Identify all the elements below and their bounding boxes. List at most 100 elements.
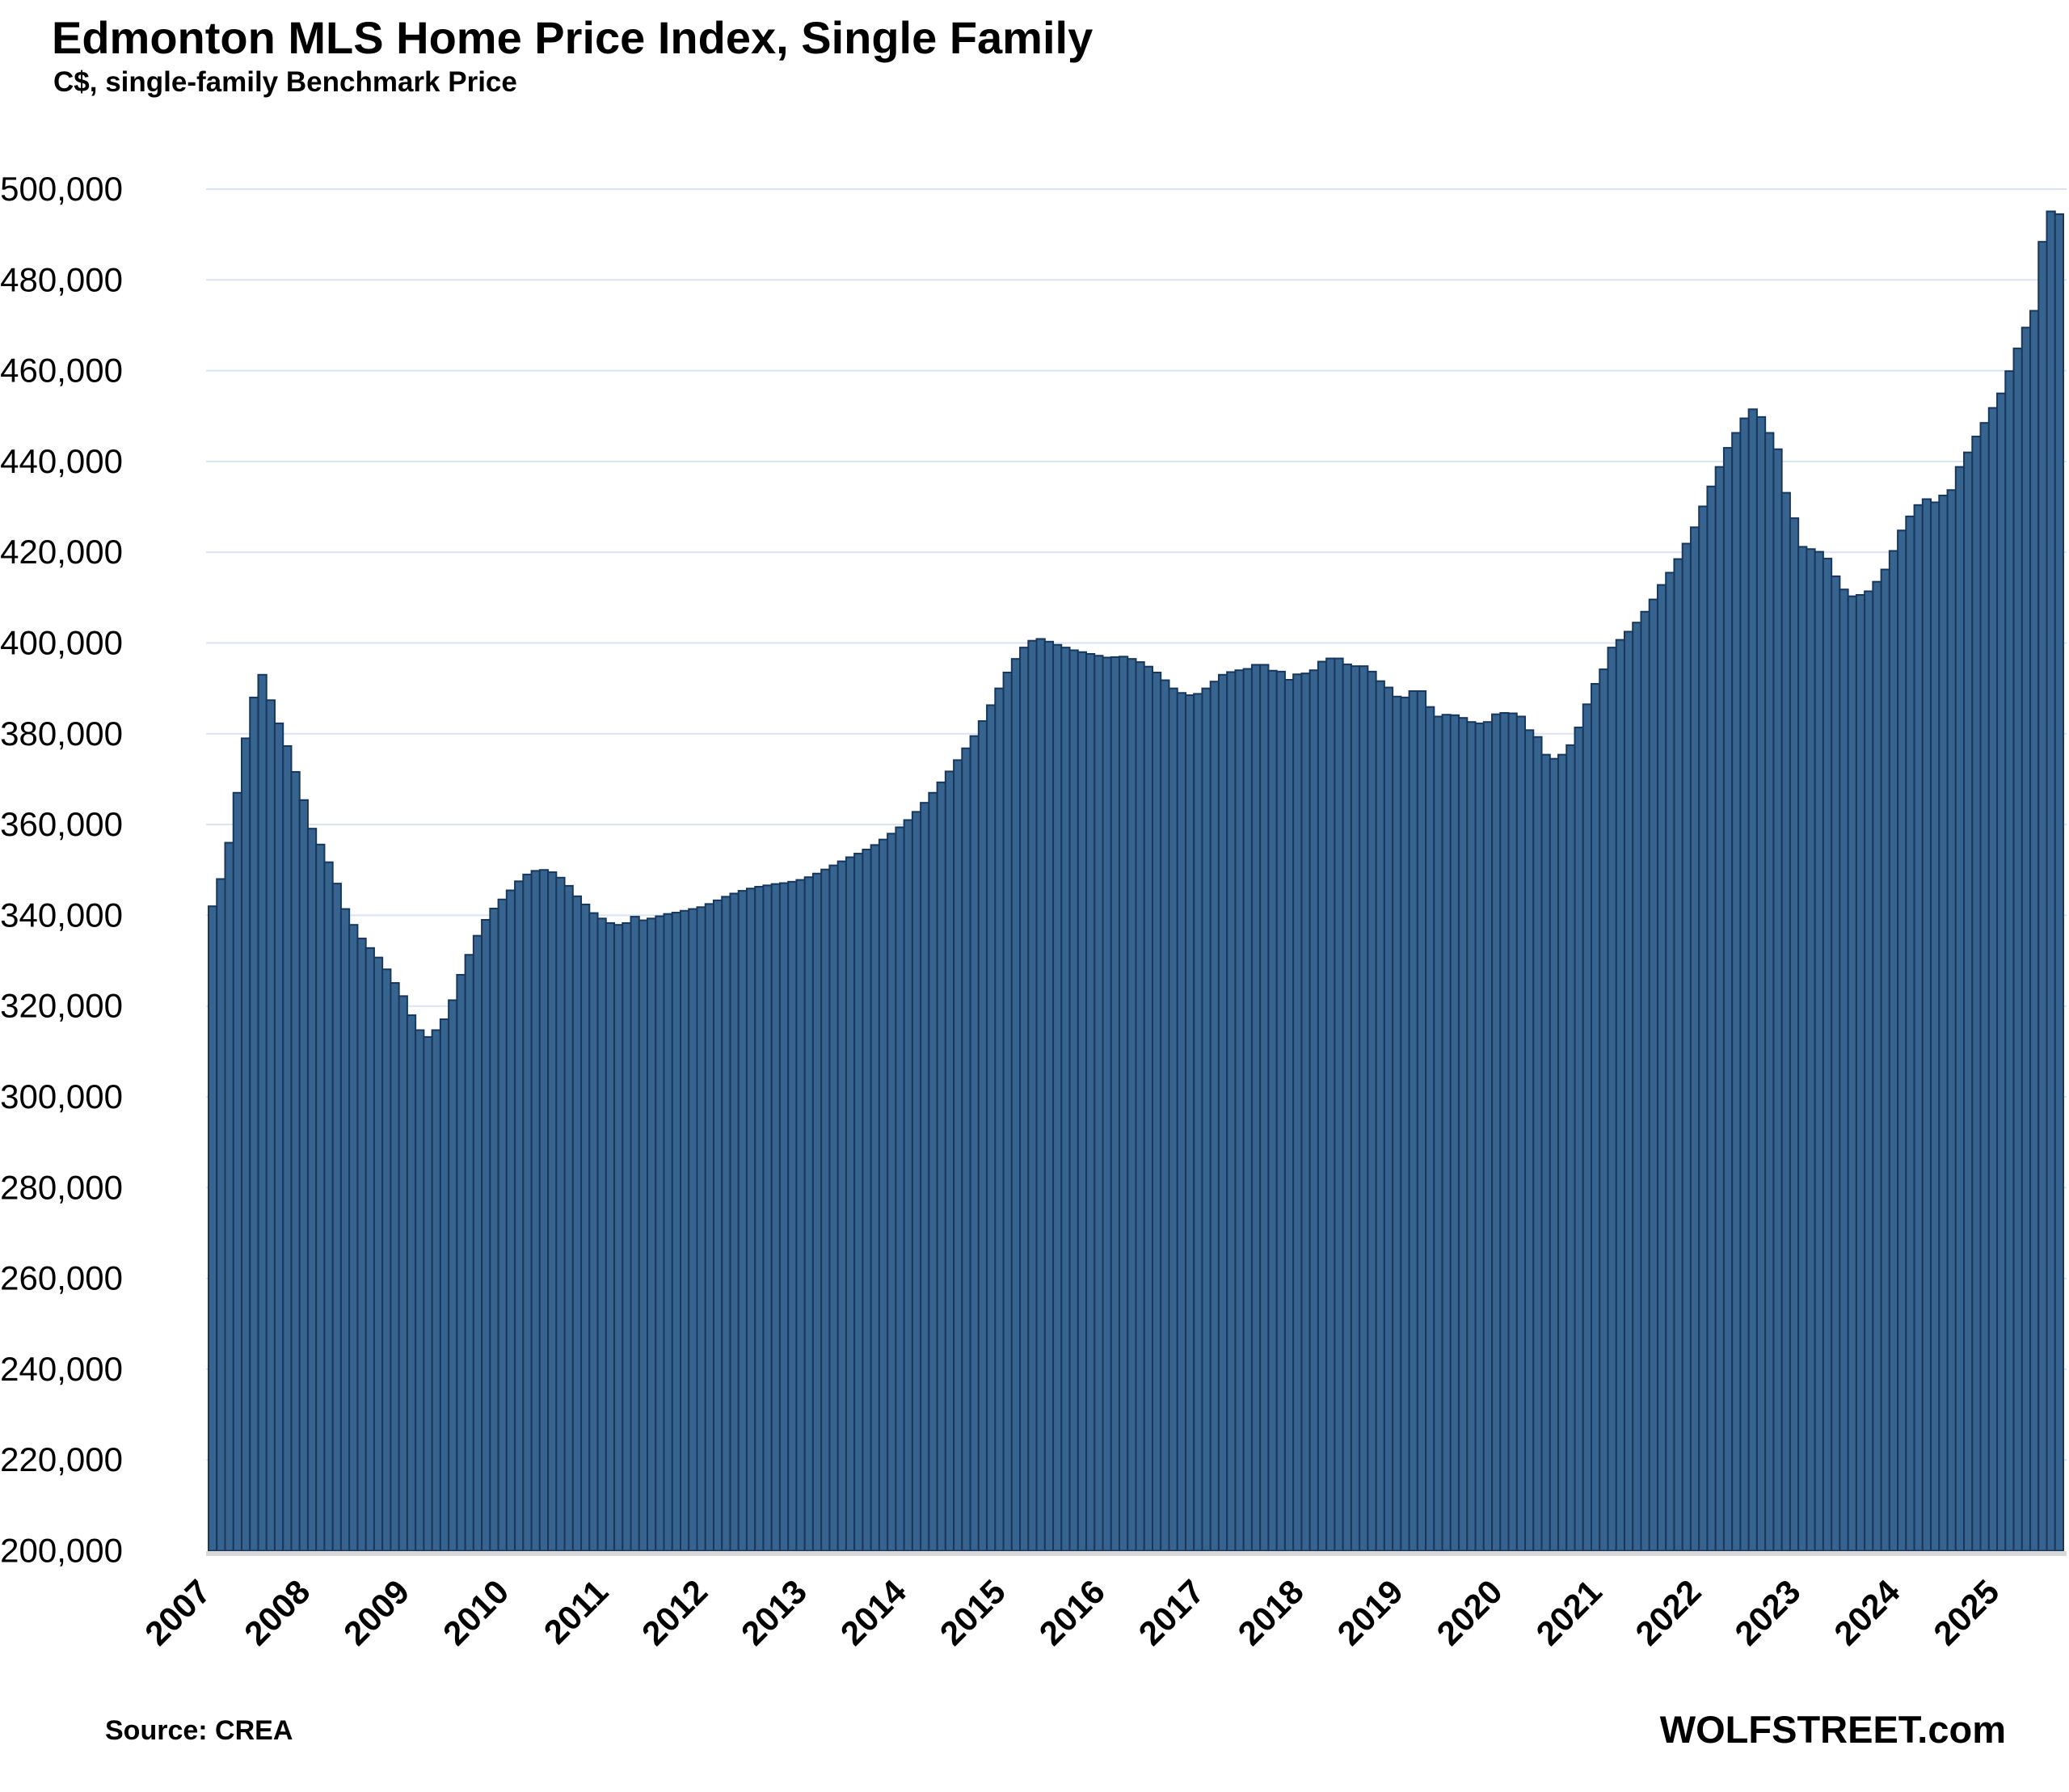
bar-2021-10: [1673, 558, 1683, 1552]
bar-2008-03: [323, 861, 334, 1552]
y-tick-label: 340,000: [0, 896, 123, 934]
bar-2022-11: [1780, 491, 1791, 1552]
bar-2016-10: [1176, 692, 1186, 1552]
bar-2020-07: [1549, 757, 1560, 1552]
x-tick-label: 2018: [1231, 1572, 1311, 1652]
bar-2017-03: [1217, 673, 1228, 1552]
bar-2023-07: [1847, 595, 1857, 1552]
chart-subtitle: C$, single-family Benchmark Price: [53, 66, 517, 98]
bar-2017-01: [1201, 687, 1211, 1552]
bar-2020-12: [1591, 683, 1601, 1552]
bar-2010-08: [563, 884, 574, 1552]
bar-2021-08: [1656, 584, 1667, 1552]
bar-2012-03: [721, 896, 731, 1552]
bar-2017-10: [1275, 670, 1286, 1552]
bar-2011-05: [638, 919, 649, 1552]
bar-2011-03: [622, 921, 632, 1552]
bar-2012-12: [795, 879, 806, 1552]
bar-2020-11: [1582, 703, 1593, 1552]
bar-2007-11: [290, 770, 301, 1552]
bar-2010-05: [538, 869, 550, 1552]
bar-2014-09: [969, 735, 980, 1552]
y-tick-label: 300,000: [0, 1077, 123, 1115]
bar-2009-06: [448, 999, 458, 1552]
bar-2013-12: [895, 826, 905, 1552]
bar-2024-05: [1930, 501, 1940, 1552]
bar-2012-02: [712, 899, 723, 1552]
bar-2020-04: [1524, 729, 1535, 1552]
bar-2010-11: [588, 912, 599, 1552]
x-tick-label: 2009: [336, 1572, 416, 1652]
bar-2009-04: [431, 1029, 441, 1552]
bar-2024-09: [1963, 451, 1974, 1552]
y-tick-label: 360,000: [0, 805, 123, 843]
bar-2012-07: [754, 886, 765, 1552]
bar-2018-04: [1325, 657, 1336, 1552]
bar-2014-10: [977, 720, 988, 1552]
bar-2022-12: [1789, 517, 1800, 1552]
bar-2008-02: [315, 843, 326, 1552]
bar-2011-09: [671, 912, 681, 1552]
bar-2008-10: [381, 968, 392, 1552]
bar-2019-03: [1416, 690, 1427, 1552]
bar-2010-07: [555, 876, 566, 1552]
bar-2018-01: [1300, 673, 1311, 1552]
bar-2018-06: [1342, 663, 1352, 1552]
bar-2023-05: [1831, 575, 1841, 1552]
bar-2015-05: [1035, 638, 1046, 1552]
bar-2019-06: [1441, 714, 1452, 1552]
bar-2010-12: [596, 917, 607, 1552]
bar-2025-04: [2021, 327, 2032, 1552]
bar-2018-05: [1334, 657, 1344, 1552]
bar-2023-08: [1855, 593, 1866, 1552]
bar-2017-09: [1267, 669, 1278, 1552]
y-tick-label: 440,000: [0, 442, 123, 480]
bar-2012-05: [737, 890, 748, 1552]
bar-2023-11: [1880, 568, 1890, 1552]
bar-2019-08: [1458, 717, 1469, 1552]
bar-2013-10: [878, 838, 889, 1552]
bar-2009-01: [406, 1014, 417, 1552]
bar-2015-06: [1043, 640, 1055, 1552]
bar-2022-03: [1714, 466, 1725, 1552]
bar-2010-02: [514, 880, 525, 1552]
bar-2016-09: [1168, 687, 1178, 1552]
bar-2020-09: [1565, 744, 1576, 1552]
bar-2009-08: [464, 954, 474, 1552]
bar-2020-02: [1507, 712, 1518, 1552]
bar-2007-01: [208, 905, 218, 1552]
bar-2019-04: [1425, 706, 1435, 1552]
x-tick-label: 2007: [137, 1572, 217, 1652]
bar-2023-10: [1872, 580, 1882, 1552]
bar-2009-11: [489, 907, 499, 1552]
bar-2007-12: [298, 799, 309, 1552]
y-tick-label: 500,000: [0, 170, 123, 208]
bar-2020-10: [1574, 726, 1584, 1552]
bar-2014-01: [903, 819, 913, 1552]
bar-2022-07: [1747, 408, 1758, 1552]
bar-2015-12: [1093, 655, 1104, 1552]
y-tick-label: 400,000: [0, 624, 123, 662]
bar-2009-05: [439, 1018, 450, 1552]
bar-2010-04: [530, 870, 541, 1552]
bar-2007-08: [265, 699, 276, 1552]
bar-2007-10: [282, 744, 293, 1552]
bar-2023-02: [1806, 548, 1816, 1552]
bar-2021-06: [1640, 610, 1650, 1552]
bar-2024-02: [1905, 515, 1915, 1552]
bar-2018-09: [1367, 670, 1377, 1552]
bar-2024-06: [1938, 495, 1949, 1552]
x-tick-label: 2023: [1727, 1572, 1807, 1652]
bar-2016-06: [1143, 665, 1153, 1552]
y-tick-label: 280,000: [0, 1168, 123, 1206]
bar-2011-11: [688, 908, 698, 1552]
bar-2018-07: [1350, 665, 1361, 1552]
bar-2018-02: [1308, 669, 1319, 1552]
bar-2009-07: [456, 973, 466, 1552]
bar-2014-05: [936, 781, 946, 1552]
y-tick-label: 480,000: [0, 260, 123, 298]
bar-2013-05: [836, 860, 847, 1552]
x-tick-label: 2013: [734, 1572, 814, 1652]
bar-2020-01: [1499, 711, 1510, 1552]
